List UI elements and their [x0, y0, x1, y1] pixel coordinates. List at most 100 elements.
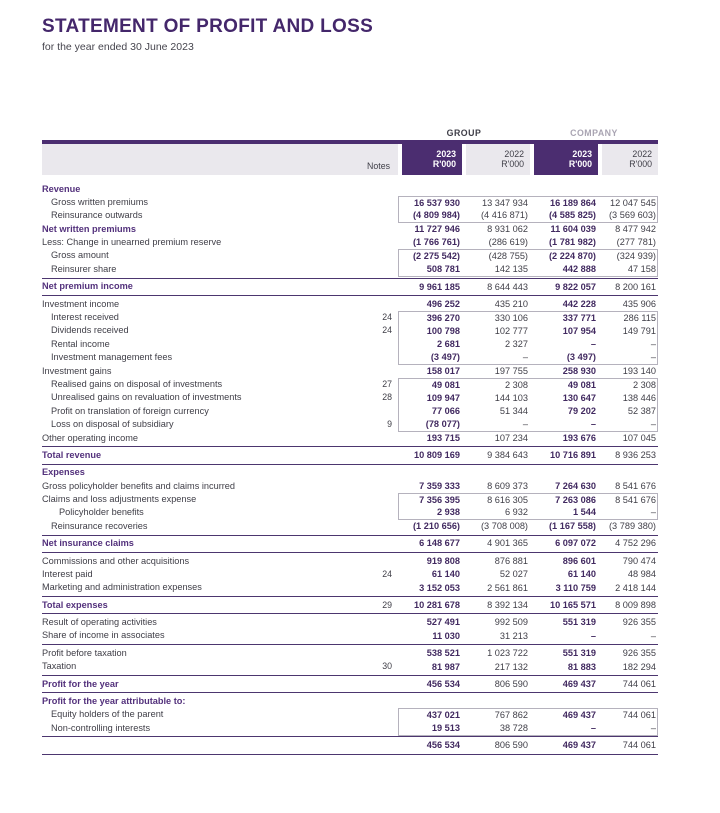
table-row: Net written premiums 11 727 946 8 931 062 1…: [42, 223, 658, 236]
row-values: 527 491 992 509 551 319 926 355: [398, 616, 658, 629]
row-note: [364, 629, 398, 642]
value-cell: 79 202: [567, 406, 596, 417]
row-values: 10 281 678 8 392 134 10 165 571 8 009 898: [398, 599, 658, 612]
section-divider: [42, 294, 658, 296]
row-label: Profit on translation of foreign currenc…: [51, 405, 209, 416]
value-cell: 2 681: [437, 339, 460, 350]
value-cell: 806 590: [494, 740, 528, 751]
section-divider: [42, 596, 658, 598]
row-note: [364, 678, 398, 691]
row-note: [364, 249, 398, 263]
value-cell: 8 936 253: [615, 450, 656, 461]
value-cell: (1 210 656): [413, 521, 460, 532]
row-note: [364, 196, 398, 210]
value-cell: 182 294: [622, 661, 656, 672]
value-cell: (4 585 825): [549, 210, 596, 221]
section-divider: [42, 446, 658, 448]
row-note: [364, 520, 398, 533]
table-row: Investment gains 158 017 197 755 258 930 193…: [42, 365, 658, 378]
value-cell: 2 308: [505, 379, 528, 390]
value-cell: 8 616 305: [487, 495, 528, 506]
row-label: Total expenses: [42, 599, 108, 610]
row-note: 27: [382, 378, 392, 389]
value-cell: 16 537 930: [414, 197, 460, 208]
value-cell: 19 513: [431, 722, 460, 733]
row-note: [364, 480, 398, 493]
value-cell: –: [650, 339, 656, 350]
table-row: Dividends received 24 100 798 102 777 107 95…: [42, 324, 658, 338]
value-cell: 158 017: [426, 365, 460, 376]
value-cell: (1 167 558): [549, 521, 596, 532]
row-note: [364, 466, 398, 479]
value-cell: –: [590, 419, 596, 430]
value-cell: 3 152 053: [419, 582, 460, 593]
value-cell: 49 081: [431, 379, 460, 390]
row-label: Taxation: [42, 661, 77, 672]
value-cell: 1 023 722: [487, 648, 528, 659]
table-row: Total revenue 10 809 169 9 384 643 10 716 8…: [42, 449, 658, 462]
value-cell: 193 140: [622, 365, 656, 376]
profit-loss-table: GROUP COMPANY Notes 2023 R'000 2022 R'000 20…: [42, 125, 658, 755]
value-cell: 926 355: [622, 617, 656, 628]
section-divider: [42, 753, 658, 755]
value-cell: 790 474: [622, 555, 656, 566]
row-values: 193 715 107 234 193 676 107 045: [398, 432, 658, 445]
value-cell: –: [522, 419, 528, 430]
value-cell: 100 798: [426, 325, 460, 336]
page-title: STATEMENT OF PROFIT AND LOSS: [42, 16, 374, 37]
value-cell: (1 766 761): [413, 237, 460, 248]
value-cell: 49 081: [567, 379, 596, 390]
value-cell: 38 728: [499, 722, 528, 733]
value-cell: 4 901 365: [487, 538, 528, 549]
row-values: 2 681 2 327 – –: [398, 337, 658, 352]
row-note: [364, 722, 398, 736]
value-cell: 130 647: [562, 392, 596, 403]
table-row: Net premium income 9 961 185 8 644 443 9 82…: [42, 280, 658, 293]
notes-column-header: Notes: [42, 143, 398, 175]
table-row: Other operating income 193 715 107 234 193 …: [42, 432, 658, 445]
row-note: [364, 555, 398, 568]
row-note: [364, 647, 398, 660]
value-cell: 10 165 571: [550, 600, 596, 611]
row-values: 3 152 053 2 561 861 3 110 759 2 418 144: [398, 581, 658, 594]
row-label: Gross written premiums: [51, 196, 148, 207]
value-cell: 437 021: [426, 710, 460, 721]
section-divider: [42, 736, 658, 738]
row-values: 7 356 395 8 616 305 7 263 086 8 541 676: [398, 493, 658, 507]
value-cell: 8 009 898: [615, 600, 656, 611]
row-values: 437 021 767 862 469 437 744 061: [398, 708, 658, 723]
value-cell: 197 755: [494, 365, 528, 376]
row-values: 456 534 806 590 469 437 744 061: [398, 739, 658, 752]
row-values: (1 210 656) (3 708 008) (1 167 558) (3 789 …: [398, 520, 658, 533]
section-divider: [42, 463, 658, 465]
row-values: 10 809 169 9 384 643 10 716 891 8 936 253: [398, 449, 658, 462]
table-row: Gross amount (2 275 542) (428 755) (2 224 8…: [42, 249, 658, 264]
value-cell: 876 881: [494, 555, 528, 566]
row-label: Profit for the year attributable to:: [42, 696, 186, 706]
value-cell: 12 047 545: [610, 197, 656, 208]
row-label: Non-controlling interests: [51, 722, 151, 733]
row-note: [364, 493, 398, 507]
row-label: Investment gains: [42, 365, 112, 376]
value-cell: –: [650, 419, 656, 430]
row-values: 496 252 435 210 442 228 435 906: [398, 298, 658, 311]
value-cell: 61 140: [431, 569, 460, 580]
value-cell: (3 497): [566, 352, 596, 363]
table-row: Interest received 24 396 270 330 106 337 771…: [42, 310, 658, 325]
row-values: 9 961 185 8 644 443 9 822 057 8 200 161: [398, 280, 658, 293]
row-label: Net insurance claims: [42, 538, 134, 549]
value-cell: 9 822 057: [555, 281, 596, 292]
row-label: Marketing and administration expenses: [42, 582, 202, 593]
value-cell: (277 781): [616, 237, 656, 248]
section-divider: [42, 277, 658, 279]
value-cell: 456 534: [426, 678, 460, 689]
table-row: Non-controlling interests 19 513 38 728 – –: [42, 721, 658, 736]
row-label: Claims and loss adjustments expense: [42, 494, 197, 505]
row-note: [364, 506, 398, 520]
row-values: (4 809 984) (4 416 871) (4 585 825) (3 569 …: [398, 209, 658, 224]
value-cell: 11 727 946: [414, 223, 460, 234]
value-cell: 2 308: [633, 379, 656, 390]
row-values: 158 017 197 755 258 930 193 140: [398, 365, 658, 378]
row-note: [364, 280, 398, 293]
value-cell: (2 224 870): [549, 251, 596, 262]
